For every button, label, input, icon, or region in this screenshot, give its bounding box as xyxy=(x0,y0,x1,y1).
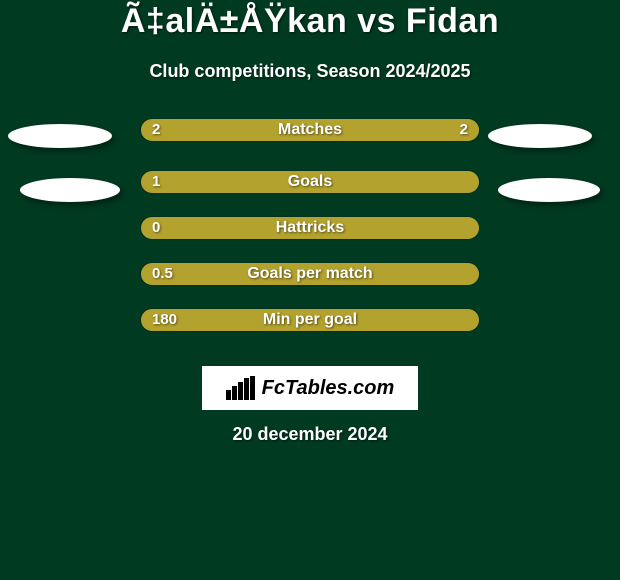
decor-ellipse xyxy=(20,178,120,202)
metric-label: Hattricks xyxy=(140,216,480,240)
metrics-list: 22Matches1Goals0Hattricks0.5Goals per ma… xyxy=(0,118,620,354)
site-logo: FcTables.com xyxy=(202,366,418,410)
metric-label: Min per goal xyxy=(140,308,480,332)
metric-row: 180Min per goal xyxy=(0,308,620,354)
decor-ellipse xyxy=(8,124,112,148)
comparison-card: Ã‡alÄ±ÅŸkan vs Fidan Club competitions, … xyxy=(0,0,620,445)
decor-ellipse xyxy=(498,178,600,202)
page-title: Ã‡alÄ±ÅŸkan vs Fidan xyxy=(0,0,620,41)
logo-text: FcTables.com xyxy=(262,377,395,400)
metric-label: Goals per match xyxy=(140,262,480,286)
subtitle: Club competitions, Season 2024/2025 xyxy=(0,61,620,82)
logo-chart-icon xyxy=(226,376,256,400)
date-text: 20 december 2024 xyxy=(0,424,620,445)
metric-row: 0Hattricks xyxy=(0,216,620,262)
metric-row: 0.5Goals per match xyxy=(0,262,620,308)
decor-ellipse xyxy=(488,124,592,148)
metric-label: Matches xyxy=(140,118,480,142)
metric-label: Goals xyxy=(140,170,480,194)
